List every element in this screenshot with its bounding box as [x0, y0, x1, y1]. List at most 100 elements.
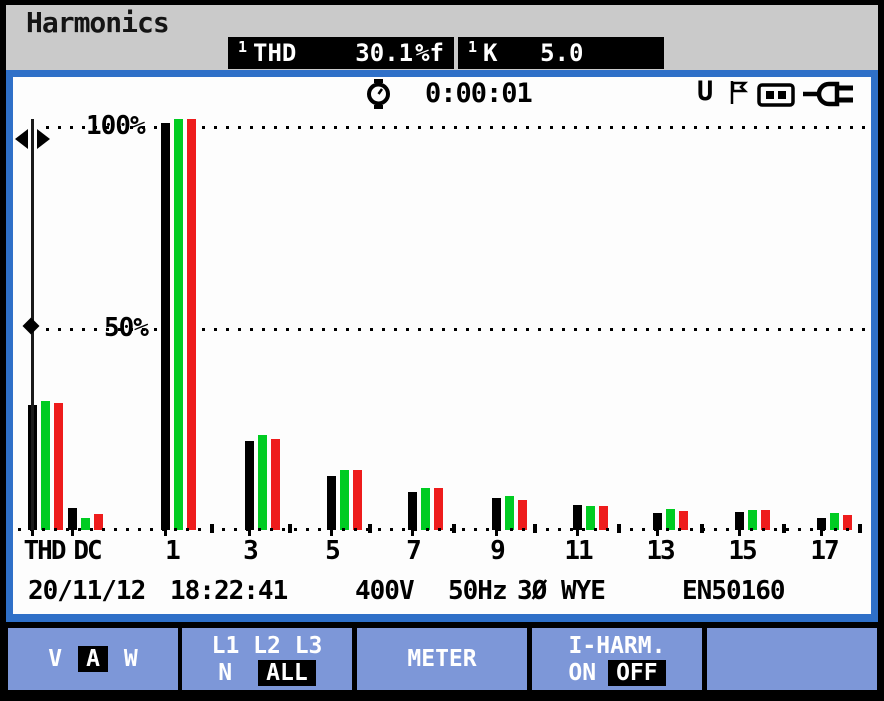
x-axis-label-DC: DC: [73, 536, 102, 566]
chart-display: [13, 77, 871, 614]
softkey-label: METER: [407, 646, 477, 672]
bar-L1-3: [245, 441, 254, 530]
readout-channel: 1: [468, 38, 478, 56]
bar-L3-3: [271, 439, 280, 530]
readout-channel: 1: [238, 38, 248, 56]
x-axis-label-THD: THD: [23, 536, 67, 566]
option-neutral[interactable]: N: [218, 659, 233, 686]
softkey-f1-vaw[interactable]: V A W: [8, 628, 178, 690]
bar-L1-9: [492, 498, 501, 530]
bar-foot: [31, 530, 34, 536]
softkey-label: I-HARM.: [568, 632, 666, 659]
bar-L3-DC: [94, 514, 103, 530]
bar-foot: [738, 530, 741, 536]
voltage-indicator: U: [697, 76, 714, 107]
bar-foot: [576, 530, 579, 536]
bar-L2-DC: [81, 518, 90, 530]
bar-L1-1: [161, 123, 170, 530]
bar-L2-11: [586, 506, 595, 530]
x-axis-label-1: 1: [165, 536, 181, 566]
bar-L1-13: [653, 513, 662, 530]
page-title: Harmonics: [26, 6, 170, 39]
stopwatch-icon: [367, 79, 390, 109]
flag-icon: [730, 81, 749, 104]
bar-L2-1: [174, 119, 183, 530]
elapsed-time: 0:00:01: [425, 78, 533, 109]
option-on[interactable]: ON: [568, 659, 597, 686]
x-axis-label-17: 17: [810, 536, 839, 566]
x-axis-label-5: 5: [325, 536, 341, 566]
readout-kfactor: 1 K 5.0: [458, 37, 664, 69]
bar-L1-11: [573, 505, 582, 530]
softkey-f4-iharm-toggle[interactable]: I-HARM. ON OFF: [532, 628, 702, 690]
bar-L3-5: [353, 470, 362, 530]
bar-L3-THD: [54, 403, 63, 530]
phase-list: L1 L2 L3: [211, 632, 323, 659]
bar-foot: [411, 530, 414, 536]
status-standard: EN50160: [682, 576, 786, 606]
bar-foot: [71, 530, 74, 536]
readout-label: K: [483, 39, 498, 67]
cursor-left-arrow-icon[interactable]: [15, 129, 28, 149]
option-watts[interactable]: W: [123, 646, 138, 672]
option-amps-selected[interactable]: A: [78, 646, 108, 672]
bar-L3-9: [518, 500, 527, 530]
bar-L3-1: [187, 119, 196, 530]
x-axis-label-3: 3: [243, 536, 259, 566]
y-gridline: [46, 126, 866, 129]
bar-L1-5: [327, 476, 336, 530]
bar-L2-17: [830, 513, 839, 530]
frame-border: [6, 70, 878, 77]
bar-L1-17: [817, 518, 826, 530]
bar-L2-3: [258, 435, 267, 530]
readout-value: 5.0: [540, 39, 584, 67]
status-phase-config: 3Ø WYE: [517, 576, 606, 606]
readout-value: 30.1: [355, 39, 414, 67]
bar-L3-7: [434, 488, 443, 530]
y-gridline: [46, 328, 866, 331]
option-off-selected[interactable]: OFF: [608, 659, 666, 686]
readout-label: THD: [253, 39, 297, 67]
y-gridline-label: 50%: [104, 313, 149, 343]
x-axis-label-9: 9: [490, 536, 506, 566]
bar-foot: [495, 530, 498, 536]
bar-L3-15: [761, 510, 770, 530]
bar-L3-11: [599, 506, 608, 530]
bar-L3-17: [843, 515, 852, 530]
option-volts[interactable]: V: [48, 646, 63, 672]
battery-icon: [757, 83, 795, 107]
power-plug-icon: [803, 81, 853, 107]
y-gridline-label: 100%: [86, 111, 146, 141]
bar-L1-7: [408, 492, 417, 530]
cursor-right-arrow-icon[interactable]: [37, 129, 50, 149]
status-date: 20/11/12: [28, 576, 146, 606]
bar-L1-DC: [68, 508, 77, 530]
status-time: 18:22:41: [170, 576, 288, 606]
bar-L2-7: [421, 488, 430, 530]
bar-L2-13: [666, 509, 675, 530]
readout-unit: %f: [415, 39, 444, 67]
softkey-f3-meter[interactable]: METER: [357, 628, 527, 690]
readout-thd: 1 THD 30.1 %f: [228, 37, 454, 69]
x-axis-label-7: 7: [406, 536, 422, 566]
bar-foot: [164, 530, 167, 536]
header-bar: Harmonics 1 THD 30.1 %f 1 K 5.0: [6, 5, 878, 70]
bar-L3-13: [679, 511, 688, 530]
status-voltage: 400V: [355, 576, 415, 606]
status-frequency: 50Hz: [448, 576, 508, 606]
softkey-f2-phase-select[interactable]: L1 L2 L3 N ALL: [182, 628, 352, 690]
x-axis-label-13: 13: [646, 536, 675, 566]
bar-foot: [248, 530, 251, 536]
bar-foot: [656, 530, 659, 536]
bar-L1-15: [735, 512, 744, 530]
bar-L2-5: [340, 470, 349, 530]
x-axis-baseline: [18, 528, 868, 531]
softkey-f5-empty[interactable]: [707, 628, 877, 690]
bar-foot: [820, 530, 823, 536]
x-axis-label-15: 15: [728, 536, 757, 566]
option-all-selected[interactable]: ALL: [258, 659, 316, 686]
bar-foot: [330, 530, 333, 536]
frame-border: [6, 614, 878, 622]
frame-border: [871, 70, 878, 622]
